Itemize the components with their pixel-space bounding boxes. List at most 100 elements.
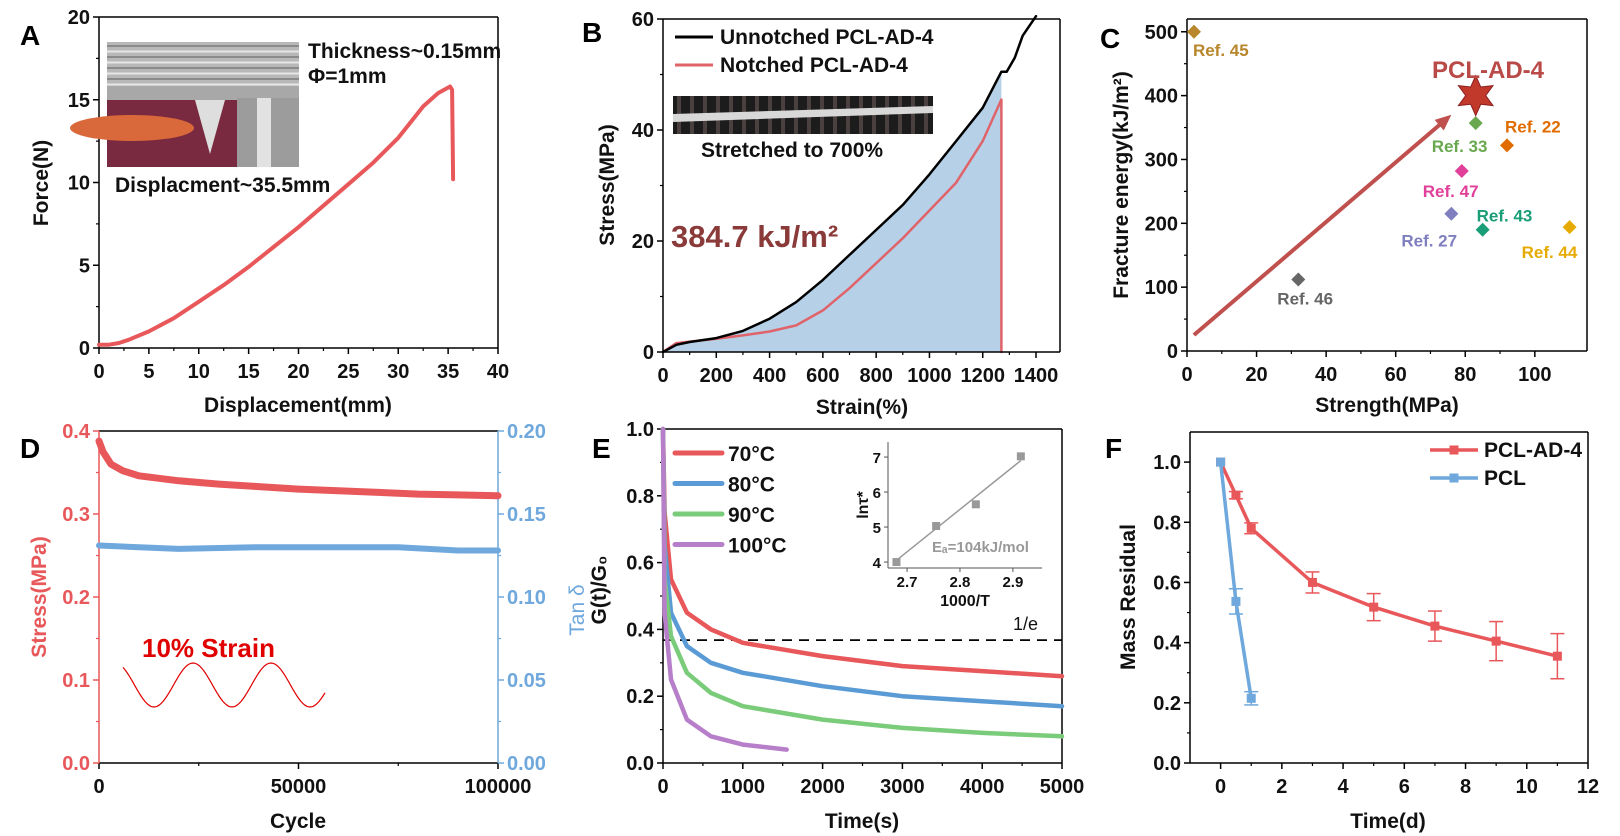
x-tick-label: 0 [1181,364,1192,386]
y-tick-label: 15 [68,90,90,112]
inset-x-axis-title: 1000/T [940,593,990,610]
legend-label: PCL [1484,467,1526,490]
trend-arrow-line [1192,119,1446,337]
strain-annotation: 10% Strain [142,633,275,663]
x-tick-label: 400 [753,365,786,387]
x-tick-label: 20 [287,361,309,383]
square-marker [1231,596,1241,606]
x-axis-title: Strain(%) [816,396,908,419]
x-tick-label: 0 [93,776,104,798]
x-tick-label: 4 [1338,776,1350,798]
tan-delta-curve [96,542,501,554]
sample-photo [70,42,299,167]
photo-stripe [911,96,915,134]
data-point-diamond [1291,272,1306,287]
x-tick-label: 10 [188,361,210,383]
fracture-energy-area [663,71,1002,352]
y-tick-label: 0.0 [62,753,90,775]
legend-label: 90°C [728,504,775,527]
inset-y-tick-label: 7 [873,450,881,467]
data-point-diamond [1475,222,1490,237]
x-tick-label: 6 [1399,776,1410,798]
y-tick-label: 10 [68,173,90,195]
y-tick-label: 1.0 [1153,452,1181,474]
panel-b-stress-strain: 0 200 400 600 800 1000 1200 1400 0 20 40 60 B Strain(… [582,9,1061,419]
y-axis-title: Force(N) [30,140,53,226]
x-tick-label: 2 [1276,776,1287,798]
relaxation-curve [660,426,1065,679]
y-axis-title: Fracture energy(kJ/m²) [1110,71,1133,299]
square-marker [1231,490,1241,500]
photo-film-cone [195,100,225,154]
point-label: Ref. 27 [1401,232,1457,251]
axes: 0 2 4 6 8 10 12 0.0 0.2 0.4 0.6 0.8 1.0 [1153,431,1599,798]
square-marker [1216,457,1226,467]
x-tick-label: 2000 [800,776,845,798]
stretched-label: Stretched to 700% [701,139,883,162]
inset-data-point [932,522,941,530]
legend-label: Unnotched PCL-AD-4 [720,26,934,49]
y-tick-label: 100 [1145,277,1178,299]
x-tick-label: 800 [859,365,892,387]
x-tick-label: 100000 [465,776,532,798]
axes: 0 200 400 600 800 1000 1200 1400 0 20 40 60 [632,9,1061,387]
photo-clamp [107,42,299,90]
data-point-diamond [1468,116,1483,131]
y-tick-label: 0.4 [62,421,91,443]
y-tick-label: 20 [68,7,90,29]
x-tick-label: 3000 [880,776,925,798]
inset-y-tick-label: 5 [873,520,881,537]
notched-curve [661,98,1003,354]
x-axis-title: Time(s) [825,810,899,833]
inset-y-tick-label: 6 [873,485,881,502]
y-tick-label: 0.4 [1153,633,1182,655]
inset-data-point [892,558,901,567]
panel-c-fracture-energy-vs-strength: 0 20 40 60 80 100 0 100 200 300 400 500 C Strength(MP… [1100,18,1588,417]
right-y-tick-label: 0.20 [507,421,546,443]
x-axis-title: Time(d) [1350,810,1425,833]
y-tick-label: 0.3 [62,504,90,526]
trend-arrow-head [1434,114,1452,131]
x-tick-label: 1000 [721,776,766,798]
y-tick-label: 0 [1167,341,1178,363]
x-axis-title: Displacement(mm) [204,394,392,417]
square-marker [1491,636,1501,646]
panel-e-stress-relaxation: 0 1000 2000 3000 4000 5000 0.0 0.2 0.4 0.6 0.8 1.0 E… [588,419,1084,833]
x-axis-title: Cycle [270,810,326,833]
right-y-tick-label: 0.15 [507,504,546,526]
y-tick-label: 500 [1145,22,1178,44]
right-y-tick-label: 0.00 [507,753,546,775]
x-tick-label: 0 [1215,776,1226,798]
point-label: Ref. 47 [1423,182,1479,201]
panel-d-cyclic-fatigue: 0 50000 100000 0.0 0.1 0.2 0.3 0.4 D Cycle Stress(… [20,421,589,833]
y-tick-label: 0.1 [62,670,90,692]
square-marker [1430,621,1440,631]
series-pcl-ad-4 [1216,457,1565,680]
stretched-sample-photo [673,96,933,134]
x-tick-label: 600 [806,365,839,387]
x-tick-label: 25 [337,361,359,383]
panel-a-force-displacement: 0 5 10 15 20 25 30 35 40 0 5 10 15 20 A Displacement(mm… [20,7,509,417]
y-axis-title: Mass Residual [1117,524,1140,670]
x-tick-label: 1400 [1014,365,1059,387]
photo-plate [107,86,299,100]
x-tick-label: 12 [1577,776,1599,798]
y-tick-label: 60 [632,9,654,31]
photo-cylinder-highlight [257,98,271,167]
arrhenius-inset: 2.7 2.8 2.9 4 5 6 7 1000/T lnτ* Eₐ=104kJ/mol [855,442,1042,610]
right-y-tick-label: 0.05 [507,670,546,692]
square-marker [1246,523,1256,533]
x-tick-label: 1200 [960,365,1005,387]
x-tick-label: 0 [657,776,668,798]
point-label: Ref. 43 [1477,207,1533,226]
right-y-axis-title: Tan δ [566,584,589,635]
x-tick-label: 35 [437,361,459,383]
y-tick-label: 0.2 [62,587,90,609]
y-tick-label: 0.0 [626,753,654,775]
right-y-tick-label: 0.10 [507,587,546,609]
data-point-diamond [1186,24,1201,39]
inset-y-tick-label: 4 [873,555,882,572]
inset-fit-line [895,459,1022,561]
x-tick-label: 40 [487,361,509,383]
